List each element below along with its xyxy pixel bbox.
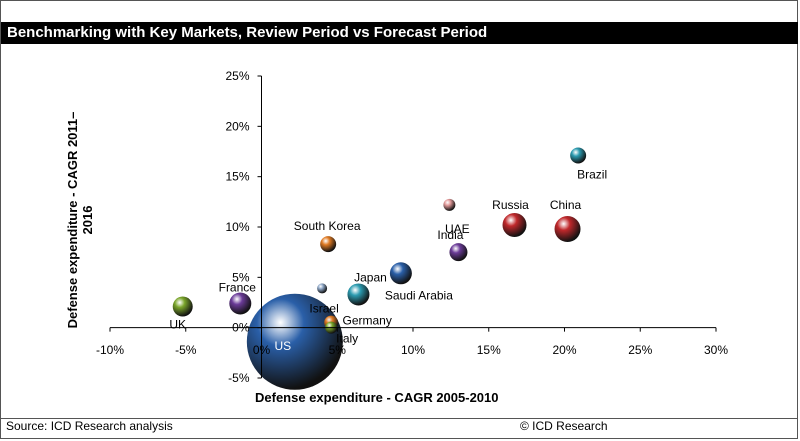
y-tick-label: 15% (225, 170, 249, 184)
data-label-saudi-arabia: Saudi Arabia (385, 288, 453, 302)
bubble-france (229, 292, 252, 315)
data-label-china: China (550, 198, 582, 212)
source-note: Source: ICD Research analysis (6, 419, 173, 433)
bubble-india (449, 243, 468, 262)
x-axis-title: Defense expenditure - CAGR 2005-2010 (255, 390, 499, 405)
x-tick-label: 15% (477, 343, 501, 357)
chart-title: Benchmarking with Key Markets, Review Pe… (1, 22, 798, 44)
data-label-us: US (274, 339, 291, 353)
y-tick-label: 20% (225, 119, 249, 133)
x-tick-label: -10% (96, 343, 124, 357)
data-label-brazil: Brazil (577, 168, 607, 182)
y-tick-label: 25% (225, 69, 249, 83)
bubble-israel (317, 283, 328, 294)
data-label-india: India (437, 228, 463, 242)
data-label-germany: Germany (343, 314, 392, 328)
data-label-uae: UAE (445, 222, 470, 236)
bubble-uk (172, 296, 193, 317)
footer-bar (0, 418, 798, 438)
bubble-south-korea (320, 236, 337, 253)
x-tick-label: 10% (401, 343, 425, 357)
x-tick-label: 0% (253, 343, 271, 357)
y-tick-label: 5% (232, 270, 250, 284)
x-tick-label: 20% (552, 343, 576, 357)
bubble-saudi-arabia (389, 262, 412, 285)
data-label-uk: UK (169, 318, 186, 332)
data-label-italy: Italy (336, 332, 358, 346)
x-tick-label: 25% (628, 343, 652, 357)
data-label-france: France (219, 281, 257, 295)
bubble-russia (502, 212, 527, 237)
y-tick-label: 10% (225, 220, 249, 234)
bubble-us (246, 293, 343, 390)
bubble-china (554, 216, 581, 243)
data-label-israel: Israel (309, 301, 338, 315)
data-label-russia: Russia (492, 198, 529, 212)
x-tick-label: 5% (329, 343, 347, 357)
copyright-note: © ICD Research (520, 419, 608, 433)
bubble-japan (347, 283, 370, 306)
x-tick-label: 30% (704, 343, 728, 357)
bubble-brazil (570, 147, 587, 164)
data-label-japan: Japan (354, 270, 387, 284)
y-tick-label: 0% (232, 321, 250, 335)
data-label-south-korea: South Korea (294, 219, 361, 233)
bubble-uae (443, 198, 456, 211)
y-axis-title: Defense expenditure - CAGR 2011–2016 (65, 111, 95, 329)
x-tick-label: -5% (175, 343, 197, 357)
y-tick-label: -5% (228, 371, 250, 385)
